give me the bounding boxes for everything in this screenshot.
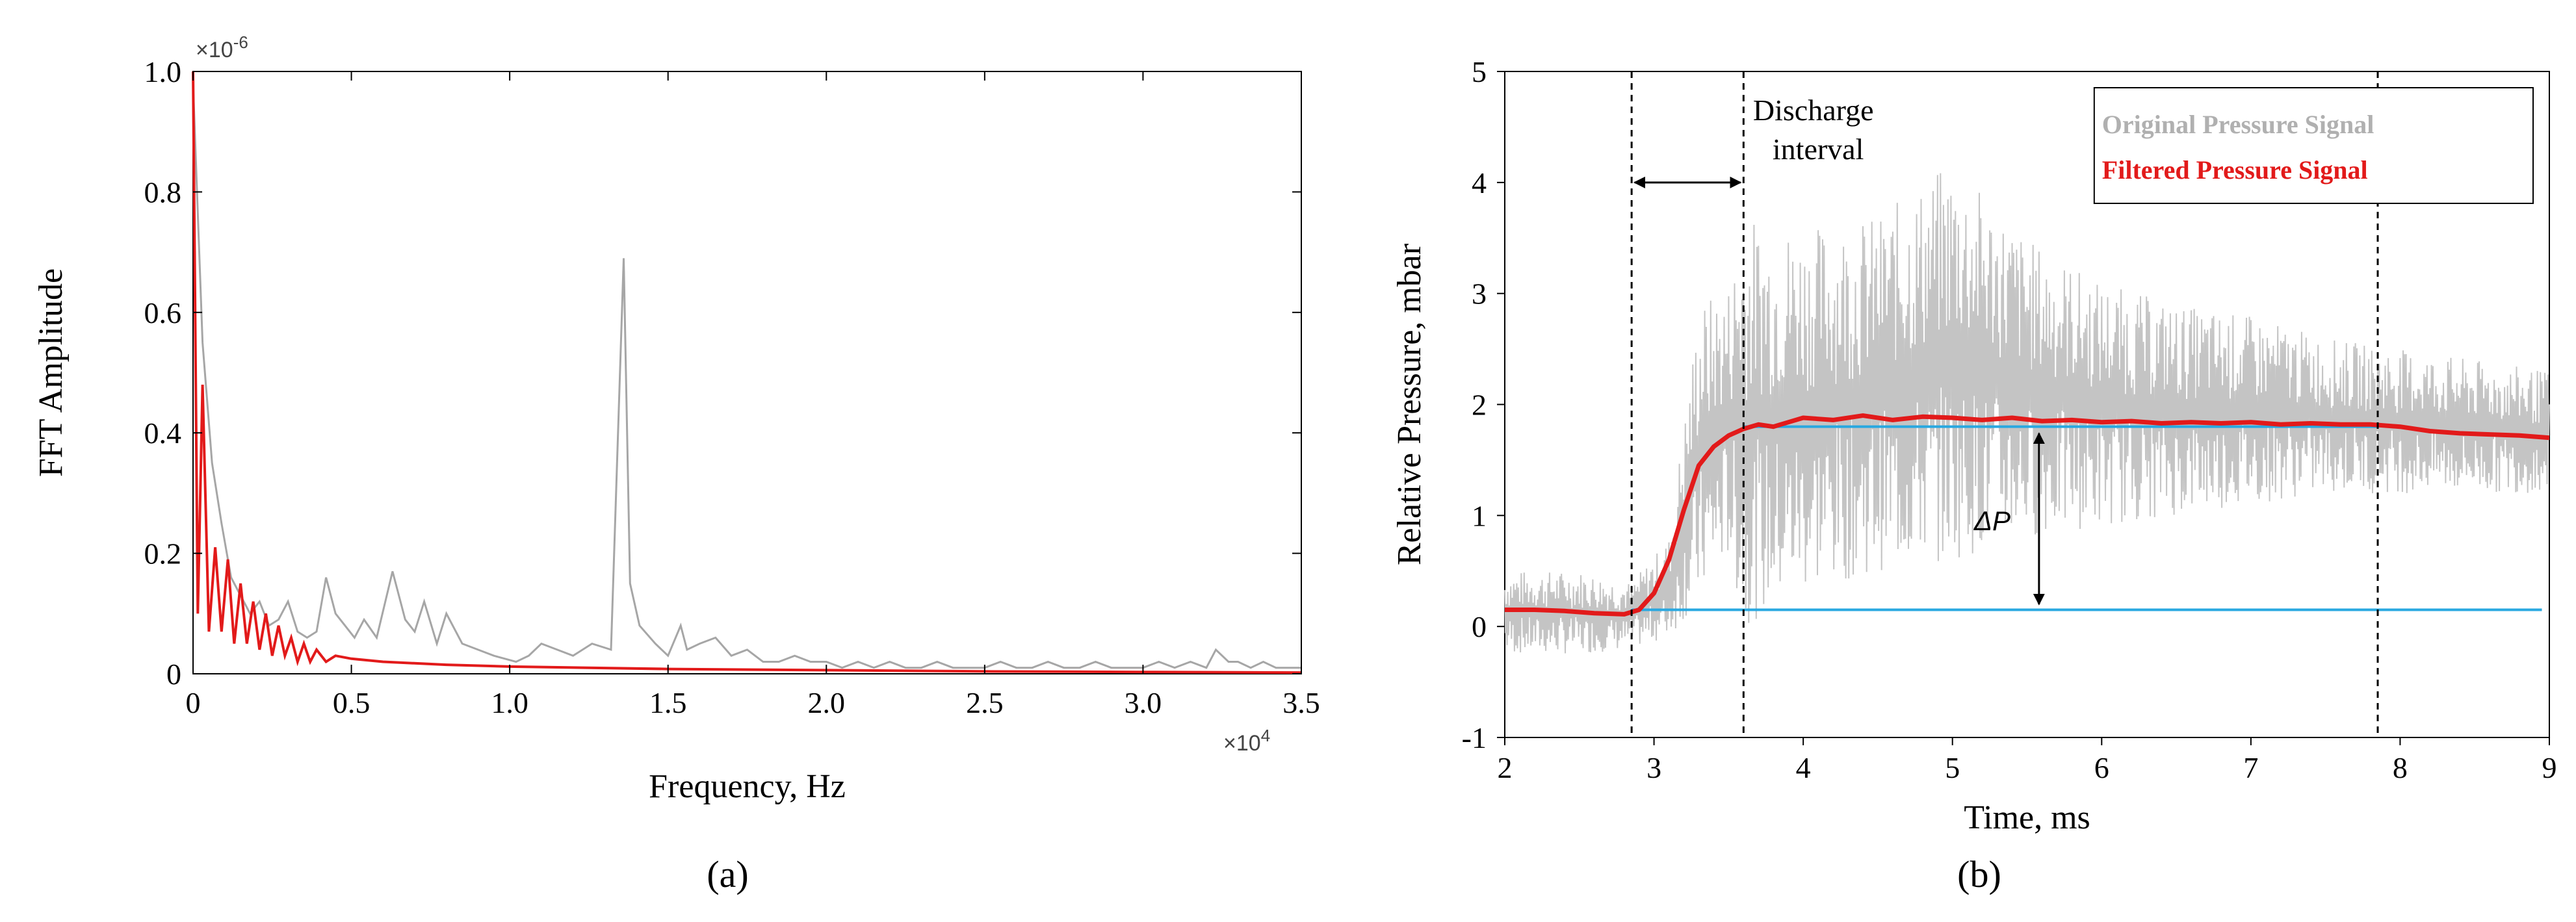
panel-a-x-axis-label: Frequency, Hz (649, 768, 846, 805)
delta-p-label: ΔP (1973, 506, 2010, 536)
x-tick-label: 7 (2243, 751, 2258, 784)
fft-original-line (192, 83, 1301, 669)
panel-b-baselines (1632, 425, 2542, 611)
panel-b-axes: 2 3 4 5 6 7 8 9 -1 0 1 2 3 4 5 (1462, 55, 2557, 784)
panel-a-fft-chart: 0 0.5 1.0 1.5 2.0 2.5 3.0 3.5 0 0.2 0.4 0.6 0.8 1.0 ×… (33, 32, 1320, 895)
y-tick-label: 0.2 (144, 537, 182, 570)
panel-b-label: (b) (1957, 853, 2001, 895)
panel-b-raw-series (1504, 173, 2550, 654)
y-tick-label: 3 (1472, 277, 1487, 311)
x-tick-label: 1.0 (491, 686, 528, 719)
panel-a-filtered-series (192, 71, 1302, 674)
legend-entry-original: Original Pressure Signal (2102, 110, 2374, 139)
y-tick-label: 0.4 (144, 416, 182, 450)
x-tick-label: 5 (1945, 751, 1960, 784)
y-tick-label: -1 (1462, 721, 1487, 754)
y-tick-label: 2 (1472, 389, 1487, 422)
fft-filtered-line (192, 71, 1302, 674)
x-tick-label: 8 (2393, 751, 2408, 784)
x-tick-label: 2 (1498, 751, 1513, 784)
x-tick-label: 1.5 (649, 686, 687, 719)
x-tick-label: 9 (2542, 751, 2557, 784)
panel-b-legend: Original Pressure Signal Filtered Pressu… (2093, 87, 2534, 204)
legend-entry-filtered: Filtered Pressure Signal (2102, 155, 2368, 185)
y-tick-label: 0.6 (144, 296, 182, 329)
legend-box (2093, 87, 2534, 204)
panel-b-pressure-chart: 2 3 4 5 6 7 8 9 -1 0 1 2 3 4 5 Discharge interval ΔP O… (1391, 55, 2557, 895)
panel-a-x-exponent: ×104 (1223, 726, 1270, 756)
panel-a-raw-series (192, 83, 1301, 669)
panel-a-y-exponent: ×10-6 (196, 32, 248, 62)
x-tick-label: 4 (1796, 751, 1811, 784)
x-tick-label: 3.5 (1282, 686, 1320, 719)
x-tick-label: 0 (186, 686, 201, 719)
panel-b-y-axis-label: Relative Pressure, mbar (1391, 244, 1428, 565)
y-tick-label: 0 (1472, 610, 1487, 643)
y-tick-label: 1 (1472, 499, 1487, 532)
panel-a-y-axis-label: FFT Amplitude (33, 268, 70, 477)
x-tick-label: 6 (2094, 751, 2109, 784)
panel-a-label: (a) (707, 853, 748, 895)
y-tick-label: 0 (166, 658, 181, 691)
x-tick-label: 2.0 (808, 686, 846, 719)
panel-b-filtered-series (1505, 413, 2550, 617)
panel-a-axes: 0 0.5 1.0 1.5 2.0 2.5 3.0 3.5 0 0.2 0.4 0.6 0.8 1.0 (144, 55, 1320, 719)
y-tick-label: 4 (1472, 166, 1487, 199)
panel-a-plot-frame (192, 71, 1302, 674)
panel-b-x-axis-label: Time, ms (1964, 799, 2090, 836)
panel-b-annotations: Discharge interval ΔP (1633, 94, 2045, 606)
discharge-interval-label-line2: interval (1773, 133, 1864, 166)
y-tick-label: 1.0 (144, 55, 182, 88)
pressure-filtered-line (1505, 413, 2550, 617)
x-tick-label: 2.5 (966, 686, 1004, 719)
y-tick-label: 0.8 (144, 175, 182, 209)
x-tick-label: 3.0 (1125, 686, 1162, 719)
discharge-interval-label-line1: Discharge (1753, 94, 1874, 127)
pressure-original-line (1504, 173, 2550, 654)
x-tick-label: 0.5 (333, 686, 371, 719)
y-tick-label: 5 (1472, 55, 1487, 88)
x-tick-label: 3 (1646, 751, 1661, 784)
